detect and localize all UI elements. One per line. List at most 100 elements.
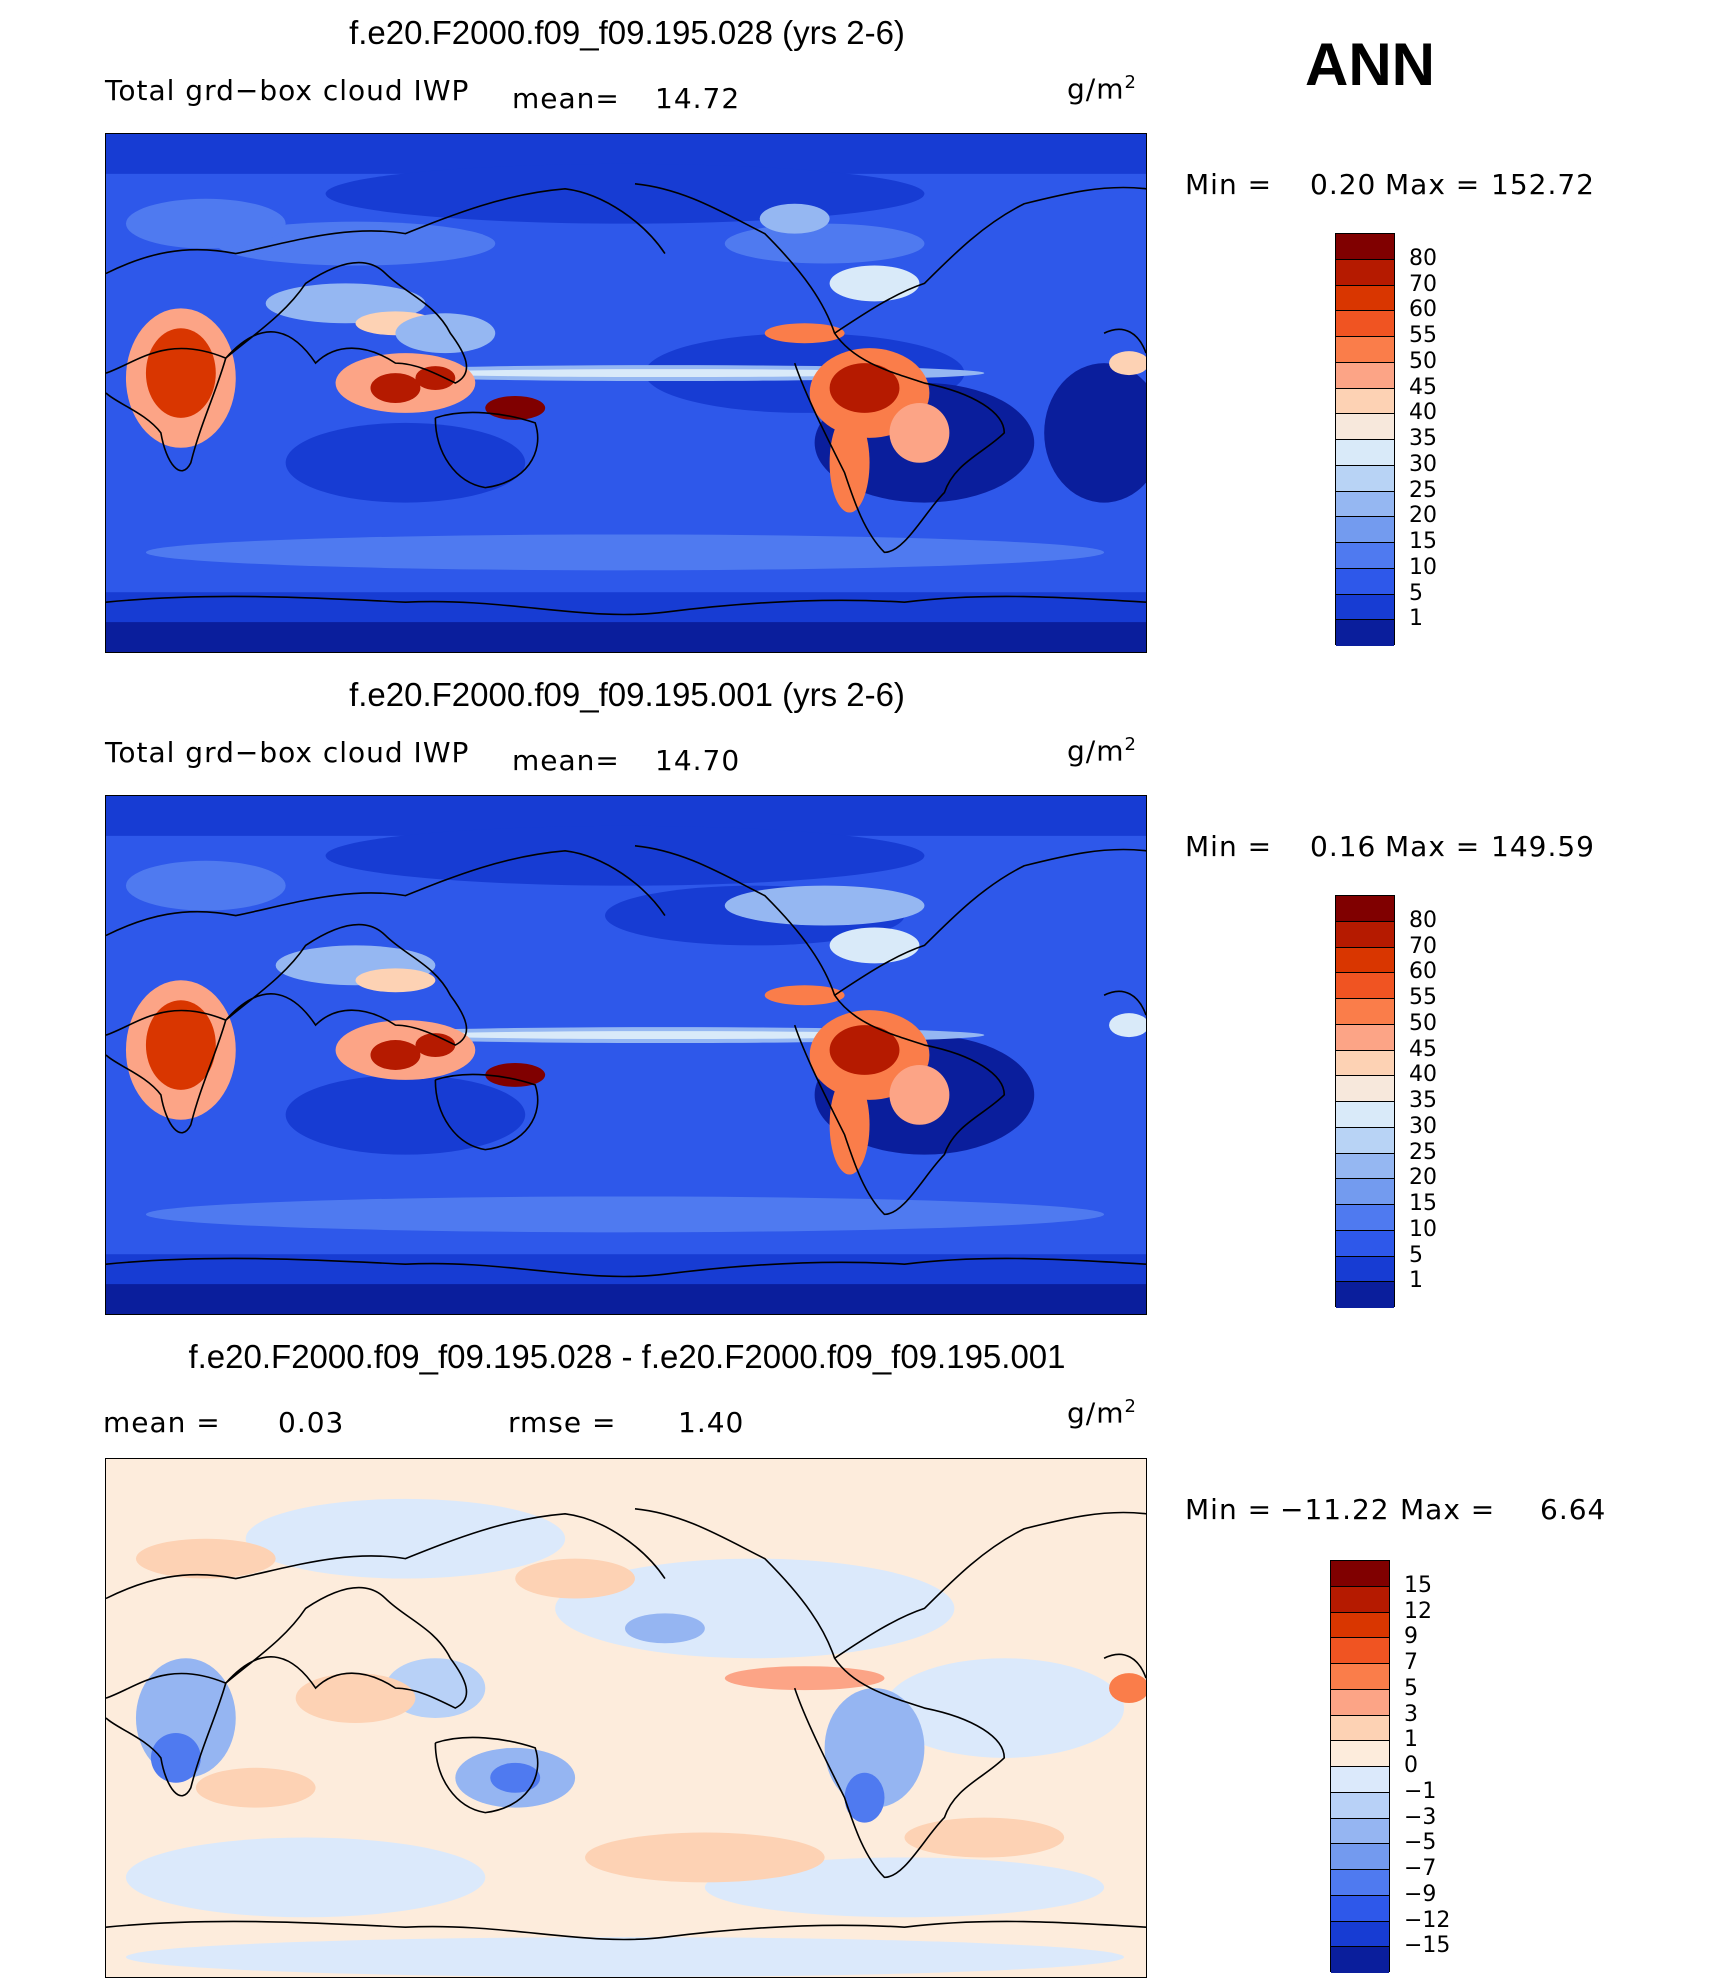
colorbar-level-label: 20	[1409, 1165, 1437, 1191]
colorbar-swatch	[1336, 999, 1394, 1025]
colorbar-swatch	[1336, 1256, 1394, 1283]
colorbar-level-label: −3	[1404, 1804, 1437, 1830]
panel3-rmse-label: rmse =	[508, 1406, 617, 1439]
colorbar-level-label: 5	[1409, 1242, 1423, 1268]
colorbar-swatch	[1331, 1844, 1389, 1870]
panel3-title: f.e20.F2000.f09_f09.195.028 - f.e20.F200…	[188, 1338, 1066, 1375]
colorbar-swatch	[1331, 1715, 1389, 1742]
colorbar-level-label: −5	[1404, 1830, 1437, 1856]
colorbar-level-label: 10	[1409, 1216, 1437, 1242]
colorbar-level-label: −7	[1404, 1856, 1437, 1881]
colorbar-level-label: 80	[1409, 245, 1437, 271]
panel2-mean-label: mean=	[512, 744, 620, 777]
colorbar-swatch	[1331, 1561, 1389, 1587]
colorbar-level-label: 7	[1404, 1650, 1418, 1675]
colorbar-level-label: 20	[1409, 503, 1437, 529]
colorbar-swatch	[1336, 973, 1394, 999]
colorbar-swatch	[1336, 517, 1394, 543]
colorbar-level-label: 30	[1409, 1113, 1437, 1139]
panel2-variable: Total grd−box cloud IWP	[105, 736, 470, 769]
colorbar-swatch	[1331, 1767, 1389, 1793]
colorbar-level-label: 5	[1404, 1675, 1418, 1701]
colorbar-level-label: −15	[1404, 1933, 1451, 1959]
panel1-mean-label: mean=	[512, 82, 620, 115]
colorbar-swatch	[1336, 1024, 1394, 1051]
colorbar-level-label: 10	[1409, 554, 1437, 580]
colorbar-swatch	[1336, 543, 1394, 569]
colorbar-swatch	[1336, 285, 1394, 312]
colorbar-level-label: 15	[1409, 1191, 1437, 1216]
panel2-mean-value: 14.70	[655, 744, 741, 777]
colorbar-swatch	[1336, 1153, 1394, 1180]
colorbar-level-label: 60	[1409, 959, 1437, 985]
colorbar-swatch	[1336, 337, 1394, 363]
panel3-mean-label: mean =	[103, 1406, 221, 1439]
colorbar-swatch	[1331, 1895, 1389, 1922]
panel1-colorbar	[1335, 233, 1395, 646]
colorbar-swatch	[1336, 259, 1394, 286]
colorbar-level-label: 30	[1409, 451, 1437, 477]
colorbar-swatch	[1336, 440, 1394, 466]
colorbar-swatch	[1331, 1870, 1389, 1896]
colorbar-swatch	[1336, 1282, 1394, 1308]
panel2-min-label: Min =	[1185, 830, 1273, 863]
colorbar-swatch	[1331, 1921, 1389, 1948]
colorbar-level-label: 35	[1409, 1088, 1437, 1113]
panel1-variable: Total grd−box cloud IWP	[105, 74, 470, 107]
panel2-map	[105, 795, 1147, 1315]
colorbar-level-label: 1	[1409, 606, 1423, 632]
panel1-title: f.e20.F2000.f09_f09.195.028 (yrs 2-6)	[349, 14, 905, 51]
colorbar-swatch	[1336, 1127, 1394, 1154]
panel2-min-value: 0.16	[1310, 830, 1377, 863]
colorbar-swatch	[1336, 1179, 1394, 1205]
panel2-title: f.e20.F2000.f09_f09.195.001 (yrs 2-6)	[349, 676, 905, 713]
panel3-rmse-value: 1.40	[678, 1406, 745, 1439]
colorbar-level-label: 3	[1404, 1701, 1418, 1727]
colorbar-level-label: 50	[1409, 348, 1437, 374]
panel3-max-value: 6.64	[1540, 1493, 1607, 1526]
colorbar-level-label: 1	[1409, 1268, 1423, 1294]
colorbar-swatch	[1331, 1947, 1389, 1973]
colorbar-level-label: 25	[1409, 1139, 1437, 1165]
colorbar-level-label: 40	[1409, 400, 1437, 426]
panel1-map	[105, 133, 1147, 653]
colorbar-swatch	[1336, 1230, 1394, 1257]
colorbar-level-label: 15	[1404, 1572, 1432, 1598]
colorbar-swatch	[1331, 1638, 1389, 1664]
panel3-map	[105, 1458, 1147, 1978]
panel3-mean-value: 0.03	[278, 1406, 345, 1439]
colorbar-swatch	[1336, 311, 1394, 337]
panel2-max-label: Max =	[1385, 830, 1481, 863]
colorbar-level-label: 50	[1409, 1010, 1437, 1036]
colorbar-swatch	[1336, 1076, 1394, 1102]
panel3-units: g/m2	[1067, 1396, 1137, 1430]
colorbar-swatch	[1336, 465, 1394, 492]
colorbar-swatch	[1331, 1689, 1389, 1716]
colorbar-level-label: 45	[1409, 374, 1437, 400]
colorbar-swatch	[1331, 1818, 1389, 1845]
colorbar-swatch	[1331, 1741, 1389, 1767]
colorbar-level-label: 9	[1404, 1624, 1418, 1650]
colorbar-level-label: 15	[1409, 529, 1437, 554]
colorbar-swatch	[1336, 491, 1394, 518]
season-label: ANN	[1305, 31, 1435, 98]
panel1-min-label: Min =	[1185, 168, 1273, 201]
panel1-max-label: Max =	[1385, 168, 1481, 201]
colorbar-level-label: −12	[1404, 1907, 1451, 1933]
colorbar-swatch	[1331, 1612, 1389, 1639]
colorbar-swatch	[1336, 362, 1394, 389]
panel3-min-value: −11.22	[1280, 1493, 1390, 1526]
colorbar-swatch	[1336, 234, 1394, 260]
colorbar-swatch	[1331, 1664, 1389, 1690]
colorbar-level-label: −1	[1404, 1778, 1437, 1804]
colorbar-level-label: 80	[1409, 907, 1437, 933]
colorbar-level-label: 70	[1409, 933, 1437, 959]
colorbar-swatch	[1336, 896, 1394, 922]
panel2-colorbar	[1335, 895, 1395, 1308]
colorbar-level-label: 70	[1409, 271, 1437, 297]
colorbar-level-label: 55	[1409, 985, 1437, 1010]
colorbar-swatch	[1336, 1050, 1394, 1077]
colorbar-level-label: 55	[1409, 323, 1437, 348]
colorbar-level-label: 60	[1409, 297, 1437, 323]
panel1-min-value: 0.20	[1310, 168, 1377, 201]
